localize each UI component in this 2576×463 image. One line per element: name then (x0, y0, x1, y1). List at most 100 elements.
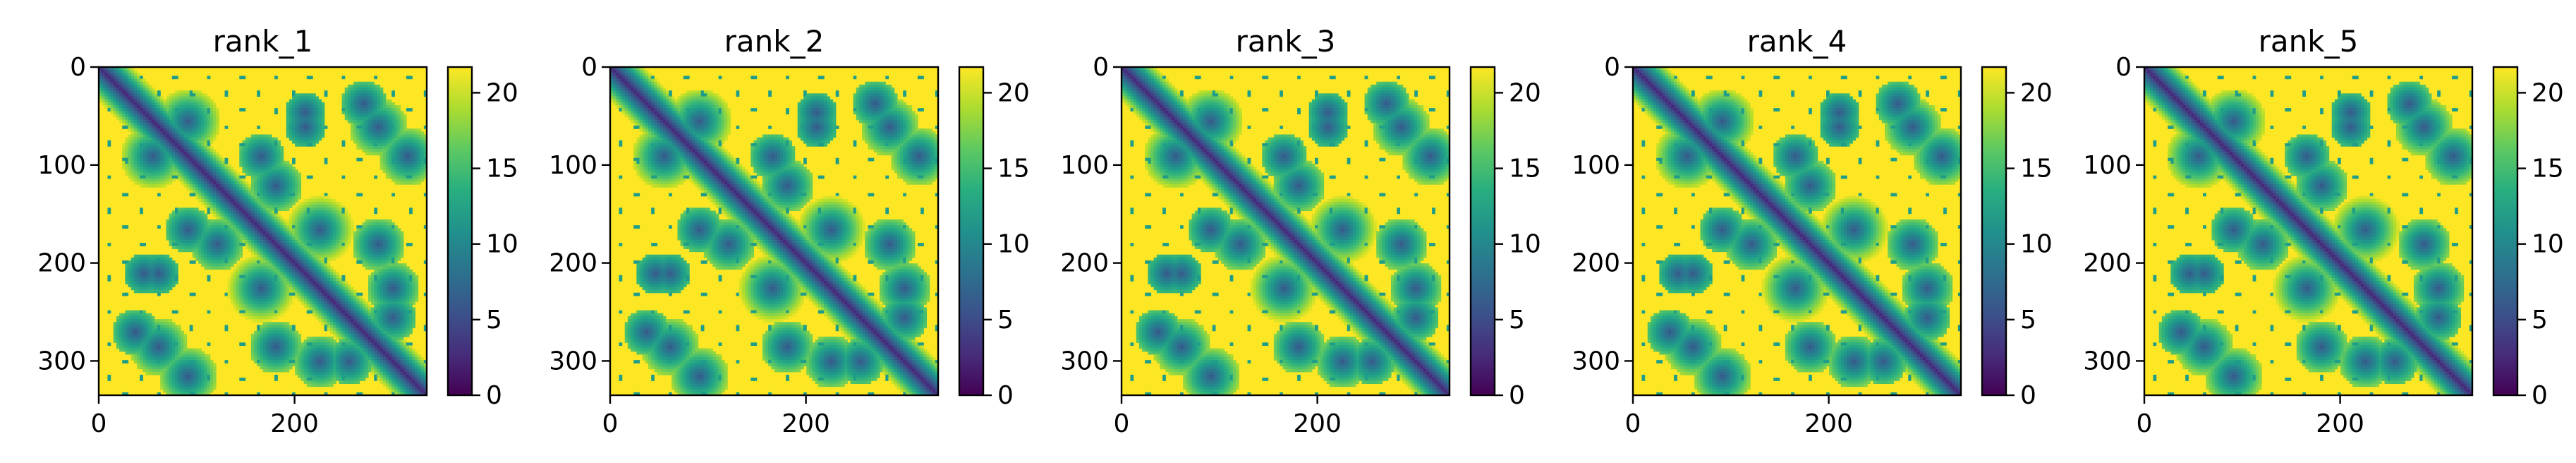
heatmap-cell (406, 167, 410, 170)
heatmap-cell (207, 126, 211, 129)
heatmap-cell (292, 228, 296, 232)
heatmap-cell (181, 131, 184, 136)
heatmap-cell (239, 201, 243, 205)
heatmap-cell (333, 213, 336, 217)
heatmap-cell (119, 73, 123, 77)
heatmap-cell (298, 201, 302, 205)
heatmap-cell (174, 275, 178, 279)
heatmap-cell (122, 81, 126, 85)
heatmap-cell (374, 93, 378, 97)
heatmap-cell (195, 184, 199, 188)
heatmap-cell (242, 225, 246, 229)
heatmap-cell (379, 160, 384, 164)
heatmap-cell (365, 231, 369, 235)
heatmap-cell (309, 104, 313, 109)
heatmap-cell (274, 155, 278, 159)
heatmap-cell (181, 208, 184, 212)
heatmap-cell (379, 295, 384, 299)
heatmap-cell (195, 222, 199, 226)
heatmap-cell (280, 190, 284, 194)
heatmap-cell (221, 263, 226, 267)
heatmap-cell (309, 126, 313, 129)
heatmap-cell (136, 281, 140, 284)
heatmap-cell (397, 272, 401, 276)
heatmap-cell (242, 272, 246, 276)
heatmap-cell (412, 272, 415, 276)
heatmap-cell (356, 93, 360, 97)
heatmap-cell (186, 243, 190, 246)
heatmap-cell (148, 167, 152, 170)
heatmap-cell (292, 119, 296, 124)
heatmap-cell (163, 114, 167, 118)
heatmap-cell (122, 108, 126, 112)
heatmap-cell (292, 254, 296, 258)
heatmap-cell (128, 84, 132, 88)
heatmap-cell (125, 114, 129, 118)
heatmap-cell (412, 275, 415, 279)
heatmap-cell (169, 269, 173, 273)
heatmap-cell (271, 149, 275, 152)
heatmap-cell (351, 96, 354, 100)
heatmap-cell (178, 213, 181, 217)
heatmap-cell (245, 208, 249, 212)
heatmap-cell (125, 143, 129, 147)
heatmap-cell (382, 248, 387, 253)
heatmap-cell (174, 231, 178, 235)
heatmap-cell (367, 239, 372, 243)
heatmap-cell (339, 246, 343, 250)
heatmap-cell (391, 243, 395, 246)
heatmap-cell (236, 216, 240, 220)
heatmap-cell (347, 93, 351, 97)
heatmap-cell (254, 277, 257, 282)
heatmap-cell (295, 178, 298, 182)
heatmap-cell (300, 201, 305, 205)
heatmap-cell (204, 134, 208, 138)
heatmap-cell (125, 99, 129, 103)
heatmap-cell (178, 119, 181, 124)
heatmap-cell (163, 184, 167, 188)
heatmap-cell (365, 152, 369, 156)
heatmap-cell (125, 155, 129, 159)
heatmap-cell (306, 210, 310, 215)
heatmap-cell (274, 178, 278, 182)
heatmap-cell (257, 175, 260, 179)
heatmap-cell (221, 234, 226, 238)
heatmap-cell (257, 281, 260, 284)
heatmap-cell (374, 246, 378, 250)
heatmap-cell (344, 90, 348, 94)
heatmap-cell (339, 248, 343, 253)
heatmap-cell (324, 281, 328, 284)
heatmap-cell (151, 155, 155, 159)
heatmap-cell (160, 263, 164, 267)
heatmap-cell (192, 178, 196, 182)
heatmap-cell (183, 90, 188, 94)
heatmap-cell (312, 269, 316, 273)
heatmap-cell (122, 96, 126, 100)
heatmap-cell (321, 111, 325, 115)
heatmap-cell (309, 116, 313, 121)
heatmap-cell (157, 146, 161, 150)
heatmap-cell (122, 167, 126, 170)
heatmap-cell (204, 248, 208, 253)
heatmap-cell (125, 76, 129, 80)
heatmap-cell (133, 275, 138, 279)
heatmap-cell (163, 108, 167, 112)
heatmap-cell (236, 269, 240, 273)
heatmap-cell (209, 228, 214, 232)
heatmap-cell (288, 108, 293, 112)
heatmap-cell (283, 275, 287, 279)
heatmap-cell (423, 126, 427, 129)
heatmap-cell (300, 269, 305, 273)
heatmap-cell (163, 266, 167, 270)
heatmap-cell (379, 248, 384, 253)
heatmap-cell (260, 187, 264, 191)
heatmap-cell (280, 257, 284, 261)
heatmap-cell (298, 248, 302, 253)
heatmap-cell (122, 225, 126, 229)
heatmap-cell (245, 160, 249, 164)
heatmap-cell (397, 284, 401, 287)
heatmap-cell (377, 111, 381, 115)
heatmap-cell (327, 275, 331, 279)
heatmap-cell (209, 205, 214, 208)
heatmap-cell (189, 116, 193, 121)
